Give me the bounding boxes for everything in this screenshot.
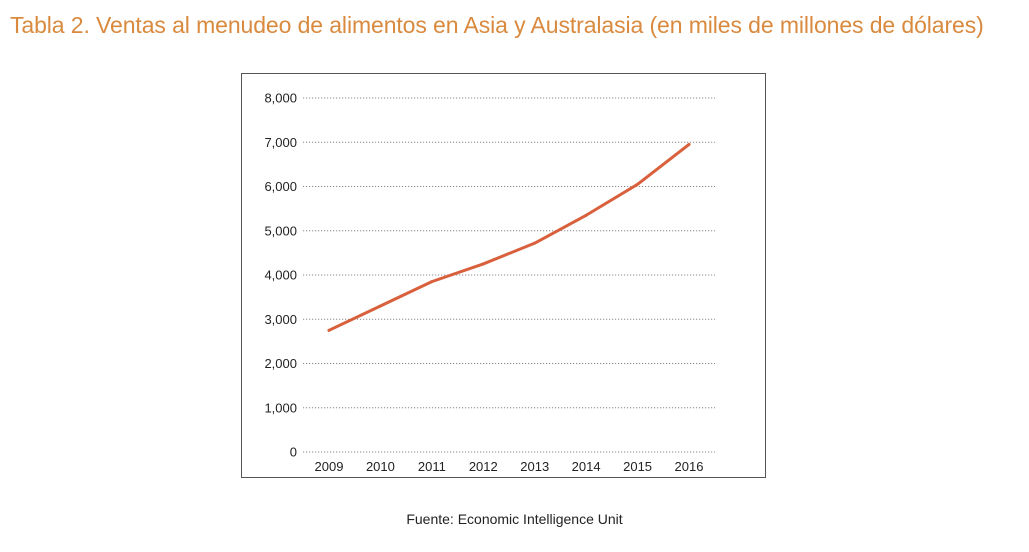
x-axis-ticks: 2009 2010 2011 2012 2013 2014 2015 2016 <box>315 459 704 474</box>
y-tick-label: 0 <box>290 445 297 460</box>
y-tick-label: 4,000 <box>264 268 297 283</box>
x-tick-label: 2014 <box>572 459 601 474</box>
y-tick-label: 6,000 <box>264 179 297 194</box>
data-point <box>378 304 382 308</box>
line-chart: 0 1,000 2,000 3,000 4,000 5,000 6,000 7,000 8,00… <box>264 91 715 474</box>
source-note: Fuente: Economic Intelligence Unit <box>406 511 623 527</box>
x-tick-label: 2011 <box>418 459 446 474</box>
series-layer <box>327 142 691 332</box>
data-point <box>584 213 588 217</box>
x-tick-label: 2010 <box>366 459 395 474</box>
data-point <box>327 328 331 332</box>
y-tick-label: 3,000 <box>264 312 297 327</box>
series-line <box>327 142 691 332</box>
y-axis-ticks: 0 1,000 2,000 3,000 4,000 5,000 6,000 7,000 8,00… <box>264 91 297 460</box>
x-tick-label: 2013 <box>520 459 549 474</box>
data-point <box>636 182 640 186</box>
data-point <box>430 280 434 284</box>
y-tick-label: 7,000 <box>264 135 297 150</box>
x-tick-label: 2015 <box>623 459 652 474</box>
gridlines <box>303 97 715 453</box>
chart-title: Tabla 2. Ventas al menudeo de alimentos … <box>10 12 984 38</box>
x-tick-label: 2012 <box>469 459 498 474</box>
data-point <box>481 262 485 266</box>
x-tick-label: 2009 <box>315 459 344 474</box>
y-tick-label: 1,000 <box>264 400 297 415</box>
y-tick-label: 5,000 <box>264 223 297 238</box>
x-tick-label: 2016 <box>675 459 704 474</box>
data-point <box>533 241 537 245</box>
y-tick-label: 8,000 <box>264 91 297 106</box>
chart-frame: 0 1,000 2,000 3,000 4,000 5,000 6,000 7,000 8,00… <box>241 73 766 478</box>
data-point <box>687 142 691 146</box>
y-tick-label: 2,000 <box>264 356 297 371</box>
